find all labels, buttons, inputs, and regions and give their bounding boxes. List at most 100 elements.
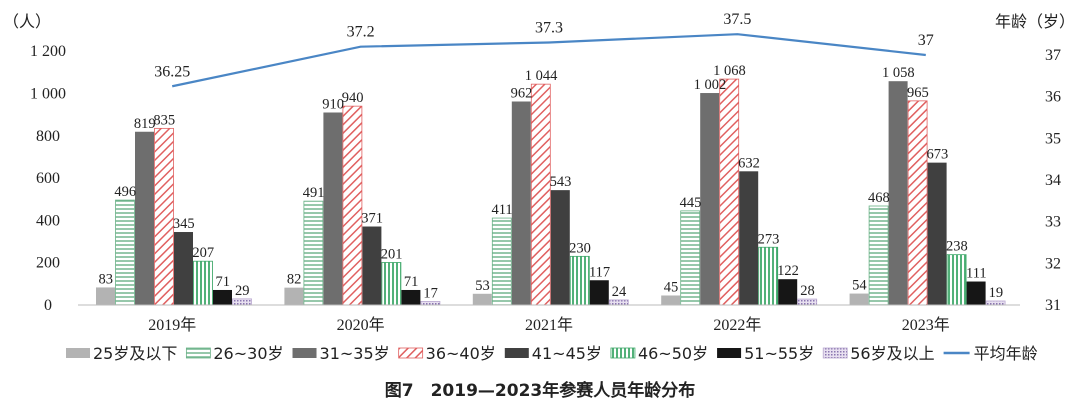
bar: [927, 162, 947, 305]
bar-value-label: 71: [404, 274, 419, 290]
figure-caption: 图7 2019—2023年参赛人员年龄分布: [384, 381, 696, 401]
legend-swatch: [504, 348, 529, 358]
bar-value-label: 345: [173, 216, 195, 232]
bar: [193, 260, 213, 306]
legend-item: 46~50岁: [610, 344, 708, 363]
bar-value-label: 445: [680, 195, 702, 211]
bar: [589, 280, 609, 305]
bar-value-label: 71: [216, 274, 231, 290]
bar: [362, 226, 382, 305]
legend-item: 31~35岁: [292, 344, 390, 363]
bar: [381, 262, 402, 306]
bar-value-label: 411: [491, 202, 512, 218]
age-distribution-chart: （人） 年龄（岁） 0 200 400 600 800 1 000 1 200 31 32 33…: [3, 11, 1075, 363]
bar-value-label: 117: [589, 264, 610, 280]
bar-value-label: 1 068: [713, 63, 746, 79]
x-category-label: 2021年: [525, 316, 573, 334]
bar-value-label: 201: [381, 246, 403, 262]
bar-value-label: 1 058: [882, 65, 915, 81]
legend-swatch: [185, 347, 211, 359]
bar-value-label: 496: [114, 184, 136, 200]
bar-value-label: 24: [612, 284, 627, 300]
legend-item: 25岁及以下: [66, 344, 177, 363]
bar-value-label: 45: [664, 279, 679, 295]
x-category-label: 2020年: [337, 316, 385, 334]
legend-swatch: [398, 347, 424, 359]
bar: [550, 190, 570, 305]
bar-value-label: 910: [322, 97, 344, 113]
bar: [569, 255, 590, 306]
y-tick-label: 1 200: [30, 43, 66, 60]
bar-value-label: 632: [738, 155, 760, 171]
bar-value-label: 207: [192, 245, 214, 261]
right-axis-unit: 年龄（岁）: [995, 12, 1075, 31]
bar-value-label: 82: [287, 272, 302, 288]
bar-value-label: 28: [800, 283, 815, 299]
legend-label: 平均年龄: [974, 344, 1038, 363]
legend-swatch: [822, 347, 848, 359]
average-age-label: 37: [918, 32, 934, 49]
bar: [758, 246, 779, 306]
legend-item: 平均年龄: [943, 344, 1038, 363]
legend-swatch: [66, 348, 90, 358]
legend-swatch: [717, 348, 742, 358]
y-tick-label: 400: [36, 212, 60, 229]
legend-label: 31~35岁: [320, 344, 390, 363]
bar: [700, 93, 720, 306]
bar: [213, 289, 232, 305]
bar: [966, 281, 986, 305]
left-axis-unit: （人）: [3, 12, 51, 31]
bar: [342, 105, 363, 306]
bar: [888, 81, 908, 305]
bar-value-label: 965: [907, 85, 929, 101]
bar: [323, 112, 343, 305]
y-tick-label: 600: [36, 170, 60, 187]
y-tick-label: 200: [36, 255, 60, 272]
bar: [115, 199, 135, 306]
bar-value-label: 962: [511, 86, 533, 102]
bar: [154, 127, 174, 306]
legend-label: 51~55岁: [744, 344, 814, 363]
bar-value-label: 371: [361, 211, 383, 227]
bar: [491, 217, 512, 306]
bar-value-label: 673: [926, 147, 948, 163]
bar: [284, 287, 304, 305]
bar: [797, 298, 818, 306]
average-age-label: 37.3: [535, 20, 563, 37]
bar-value-label: 468: [868, 190, 890, 206]
bar-value-label: 491: [303, 185, 325, 201]
y-tick-label: 0: [44, 297, 52, 314]
legend-label: 36~40岁: [426, 344, 496, 363]
bar-value-label: 238: [946, 239, 968, 255]
y2-tick-label: 32: [1045, 255, 1061, 272]
bar-value-label: 543: [550, 174, 572, 190]
bar-value-label: 940: [342, 90, 364, 106]
bar: [96, 287, 115, 305]
bar: [420, 301, 441, 306]
bar: [401, 289, 421, 305]
y2-tick-label: 37: [1045, 47, 1061, 64]
legend-item: 56岁及以上: [822, 344, 935, 363]
bar: [739, 171, 759, 305]
average-age-label: 37.2: [347, 24, 375, 41]
bar-value-label: 1 002: [694, 77, 727, 93]
bar: [135, 131, 154, 305]
bar: [661, 295, 681, 305]
legend-item: 36~40岁: [398, 344, 496, 363]
y2-tick-label: 34: [1045, 172, 1061, 189]
x-category-label: 2022年: [713, 316, 761, 334]
y2-tick-label: 31: [1045, 297, 1061, 314]
bar-value-label: 1 044: [525, 68, 558, 84]
bar-value-label: 230: [569, 240, 591, 256]
bar-value-label: 122: [777, 263, 799, 279]
legend-label: 26~30岁: [213, 344, 283, 363]
average-age-line: [171, 33, 926, 88]
bar: [778, 279, 798, 305]
y-tick-label: 800: [36, 128, 60, 145]
bar-value-label: 29: [235, 283, 250, 299]
bar-value-label: 53: [475, 278, 490, 294]
bar: [868, 205, 889, 306]
bar: [530, 83, 551, 306]
bar: [849, 293, 869, 305]
bar: [719, 78, 740, 306]
